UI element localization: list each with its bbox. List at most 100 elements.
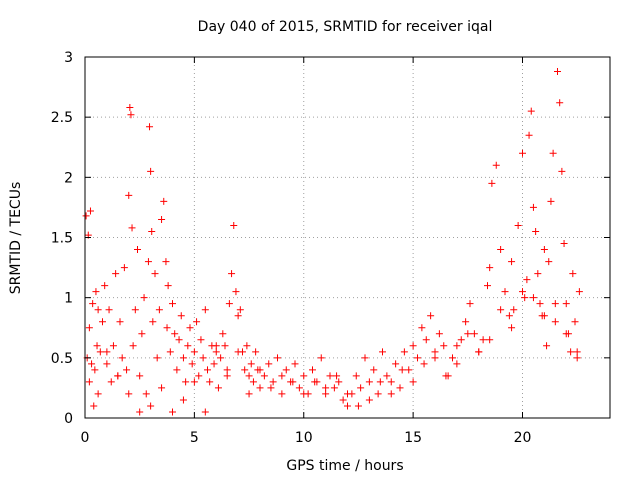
- data-point: [560, 240, 568, 248]
- data-point: [510, 306, 518, 314]
- data-point: [558, 167, 566, 175]
- chart-title: Day 040 of 2015, SRMTID for receiver iqa…: [198, 19, 493, 35]
- data-point: [435, 330, 443, 338]
- data-point: [256, 384, 264, 392]
- data-points: [82, 67, 583, 416]
- data-point: [309, 366, 316, 374]
- data-point: [131, 306, 139, 314]
- data-point: [199, 354, 207, 362]
- y-tick-label: 3: [64, 50, 73, 66]
- data-point: [252, 348, 260, 356]
- data-point: [92, 288, 100, 296]
- data-point: [182, 378, 190, 386]
- data-point: [529, 203, 537, 211]
- data-point: [282, 366, 290, 374]
- data-point: [534, 270, 542, 278]
- data-point: [249, 378, 257, 386]
- data-point: [532, 227, 540, 235]
- data-point: [521, 294, 529, 302]
- data-point: [400, 348, 408, 356]
- axis-ticks: 0 5 10 15 20 0 0.5 1 1.5 2 2.5 3: [51, 50, 610, 446]
- data-point: [247, 360, 255, 368]
- data-point: [295, 384, 303, 392]
- data-point: [103, 348, 111, 356]
- data-point: [210, 360, 218, 368]
- data-point: [289, 378, 297, 386]
- data-point: [300, 372, 308, 380]
- data-point: [177, 312, 185, 320]
- data-point: [501, 288, 509, 296]
- data-point: [232, 288, 240, 296]
- x-tick-label: 10: [295, 430, 313, 446]
- data-point: [519, 288, 526, 296]
- data-point: [409, 378, 417, 386]
- data-point: [569, 270, 577, 278]
- data-point: [422, 336, 430, 344]
- data-point: [352, 372, 360, 380]
- data-point: [204, 366, 211, 374]
- data-point: [540, 246, 548, 254]
- data-point: [442, 372, 450, 380]
- data-point: [527, 107, 535, 115]
- data-point: [186, 324, 194, 332]
- data-point: [540, 312, 548, 320]
- data-point: [519, 149, 526, 157]
- data-point: [556, 99, 564, 107]
- x-tick-label: 0: [81, 430, 90, 446]
- data-point: [387, 378, 395, 386]
- data-point: [169, 300, 176, 308]
- data-point: [120, 264, 128, 272]
- data-point: [374, 390, 382, 398]
- data-point: [179, 354, 187, 362]
- y-tick-label: 0: [64, 411, 73, 427]
- data-point: [109, 342, 117, 350]
- data-point: [278, 372, 286, 380]
- data-point: [398, 366, 406, 374]
- data-point: [175, 336, 183, 344]
- data-point: [217, 354, 225, 362]
- data-point: [230, 221, 238, 229]
- data-point: [267, 384, 275, 392]
- data-point: [206, 378, 214, 386]
- data-point: [190, 378, 198, 386]
- data-point: [414, 354, 421, 362]
- data-point: [144, 258, 152, 266]
- data-point: [125, 390, 133, 398]
- data-point: [234, 312, 242, 320]
- data-point: [184, 342, 192, 350]
- data-point: [173, 366, 181, 374]
- data-point: [147, 402, 155, 410]
- data-point: [427, 312, 435, 320]
- data-point: [575, 288, 583, 296]
- data-point: [223, 366, 231, 374]
- data-point: [470, 330, 478, 338]
- data-point: [201, 408, 209, 416]
- data-point: [245, 390, 253, 398]
- y-axis-label: SRMTID / TECUs: [8, 182, 24, 295]
- data-point: [551, 300, 559, 308]
- data-point: [99, 318, 106, 326]
- data-point: [128, 224, 136, 232]
- data-point: [123, 366, 131, 374]
- data-point: [300, 390, 308, 398]
- data-point: [112, 270, 120, 278]
- data-point: [245, 372, 253, 380]
- data-point: [234, 348, 242, 356]
- data-point: [508, 324, 516, 332]
- data-point: [357, 384, 365, 392]
- data-point: [146, 123, 154, 131]
- data-point: [497, 306, 505, 314]
- data-point: [151, 270, 159, 278]
- data-point: [505, 312, 513, 320]
- data-point: [339, 396, 347, 404]
- data-point: [219, 330, 227, 338]
- data-point: [160, 197, 168, 205]
- data-point: [243, 342, 251, 350]
- data-point: [409, 342, 417, 350]
- data-point: [94, 390, 102, 398]
- data-point: [464, 330, 472, 338]
- data-point: [214, 384, 222, 392]
- data-point: [126, 104, 134, 112]
- data-point: [153, 354, 161, 362]
- data-point: [138, 330, 146, 338]
